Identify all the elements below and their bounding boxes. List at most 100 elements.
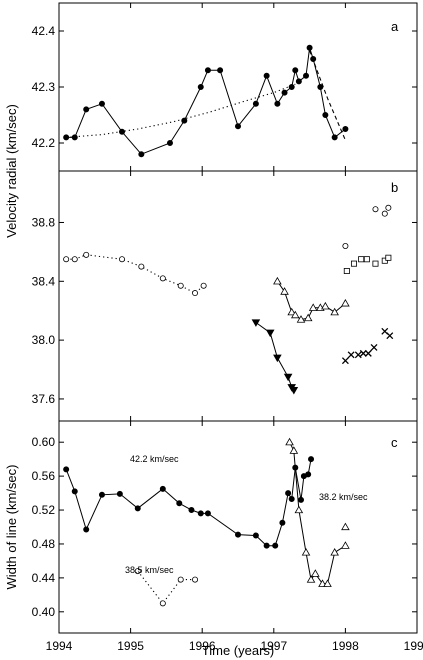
- panel-b-series-0-line: [66, 254, 204, 294]
- panel-c-series-0-point: [308, 456, 315, 463]
- y-axis-title-width: Width of line (km/sec): [4, 465, 19, 590]
- panel-b-series-2-point: [330, 307, 339, 316]
- panel-b-series-2-point: [290, 310, 300, 319]
- panel-a-series-0-line: [66, 47, 346, 155]
- panel-c-series-0-point: [63, 466, 70, 473]
- annotation-42-2: 42.2 km/sec: [130, 454, 179, 464]
- annotation-38-5: 38.5 km/sec: [125, 565, 174, 575]
- panel-c-series-0-point: [263, 542, 270, 549]
- panel-c-series-1-line: [137, 570, 195, 605]
- panel-b-series-2-point: [308, 303, 318, 311]
- panel-b-series-4-point: [358, 256, 365, 263]
- panel-b: b 37.6 38.0 38.4 38.8: [32, 170, 418, 422]
- panel-c-y-axis: 0.40 0.44 0.48 0.52 0.56 0.60: [32, 435, 417, 619]
- panel-c-series-0-line: [65, 459, 312, 547]
- panel-b-series-3-point: [385, 204, 392, 211]
- panel-b-y-axis: 37.6 38.0 38.4 38.8: [32, 215, 417, 406]
- panel-b-series-5-point: [364, 349, 372, 357]
- panel-c-series-0-point: [83, 526, 90, 533]
- panel-c-frame: [58, 420, 418, 634]
- panel-a-series-0-point: [197, 84, 204, 91]
- panel-c-series-0-point: [272, 542, 279, 549]
- panel-b-series-5-point: [341, 357, 349, 365]
- panel-b-series-5-point: [359, 349, 367, 357]
- y-axis-title-velocity: Velocity radial (km/sec): [4, 104, 19, 238]
- panel-b-series-0-point: [177, 282, 184, 289]
- panel-c-ytick-label: 0.56: [32, 469, 56, 483]
- panel-b-series-0-point: [138, 263, 145, 270]
- x-tick-label: 1996: [189, 639, 216, 653]
- panel-c-series-0-point: [188, 507, 195, 514]
- panel-a-series-0-point: [63, 134, 70, 141]
- panel-b-series-4-point: [385, 254, 392, 261]
- panel-a-series-0-point: [234, 123, 241, 130]
- panel-b-series-0-point: [83, 251, 90, 258]
- panel-c-series-0-point: [279, 519, 286, 526]
- panel-a-series-0-point: [83, 106, 90, 113]
- panel-c-series-1-point: [192, 576, 199, 583]
- panel-a-series-0-point: [98, 100, 105, 107]
- panel-c-series-0-point: [285, 490, 292, 497]
- panel-b-series-1-point: [283, 373, 293, 382]
- panel-a-series-0-point: [303, 72, 310, 79]
- panel-b-series-1-point: [273, 354, 282, 363]
- panel-b-series-1-point: [251, 319, 261, 327]
- panel-a-series-0-point: [138, 151, 145, 158]
- panel-a-y-axis: 42.2 42.3 42.4: [32, 24, 417, 150]
- panel-c-series-0-point: [305, 471, 312, 478]
- panel-c-plot: [63, 437, 350, 607]
- panel-c-ytick-label: 0.40: [32, 605, 56, 619]
- panel-c-series-0-point: [298, 496, 305, 503]
- panel-a-series-0-point: [306, 44, 313, 51]
- panel-c-x-axis: 1994 1995 1996 1997 1998 1999: [46, 421, 423, 653]
- panel-c-series-0-point: [116, 490, 123, 497]
- panel-b-ytick-label: 38.4: [32, 274, 56, 288]
- panel-b-series-0-point: [71, 256, 78, 263]
- panel-c-series-2-point: [285, 437, 294, 446]
- panel-c-series-1-point: [134, 568, 141, 575]
- panel-c-series-2-point: [341, 541, 350, 549]
- panel-a-series-0-point: [295, 78, 302, 85]
- panel-b-ytick-label: 37.6: [32, 392, 56, 406]
- panel-c-series-0-point: [204, 510, 211, 517]
- panel-b-series-5-point: [347, 351, 355, 359]
- panel-b-series-2-point: [287, 307, 296, 316]
- x-tick-label: 1999: [404, 639, 423, 653]
- panel-a-series-0-point: [204, 67, 211, 74]
- x-axis-title: Time (years): [202, 643, 274, 658]
- panel-c-series-0-point: [288, 496, 295, 503]
- panel-b-series-5-point: [370, 344, 378, 351]
- panel-b-series-3-point: [342, 242, 349, 249]
- panel-c-series-1-point: [177, 576, 184, 583]
- panel-b-series-1-point: [265, 329, 275, 338]
- panel-b-series-5-point: [386, 332, 394, 340]
- panel-b-series-0-point: [192, 290, 199, 297]
- panel-b-series-4-point: [350, 260, 357, 267]
- panel-b-series-3-point: [381, 210, 388, 217]
- panel-b-series-0-point: [200, 282, 207, 289]
- panel-c-series-1-point: [159, 600, 166, 607]
- panel-c-ytick-label: 0.52: [32, 503, 56, 517]
- panel-b-series-0-point: [159, 275, 166, 282]
- panel-c-series-2-point: [318, 579, 327, 587]
- panel-a-series-0-point: [274, 100, 281, 107]
- panel-c-series-0-point: [98, 491, 105, 498]
- x-tick-label: 1998: [332, 639, 359, 653]
- panel-c-label: c: [391, 435, 398, 450]
- panel-a-series-0-point: [292, 67, 299, 74]
- panel-a-series-0-point: [166, 139, 173, 146]
- panel-b-series-0-point: [63, 256, 70, 263]
- panel-b-series-3-point: [372, 206, 379, 213]
- panel-a-ytick-label: 42.4: [32, 24, 56, 38]
- x-tick-label: 1997: [260, 639, 287, 653]
- panel-c-series-2-point: [294, 505, 304, 514]
- panel-b-series-2-point: [303, 313, 313, 322]
- panel-c-series-0-point: [176, 500, 183, 507]
- panel-b-series-0-point: [119, 256, 126, 263]
- panel-b-label: b: [391, 180, 398, 195]
- panel-a-series-0-point: [342, 126, 349, 133]
- panel-a-plot: [63, 44, 349, 158]
- panel-c-series-2-point: [301, 548, 311, 556]
- panel-a-series-0-point: [217, 67, 224, 74]
